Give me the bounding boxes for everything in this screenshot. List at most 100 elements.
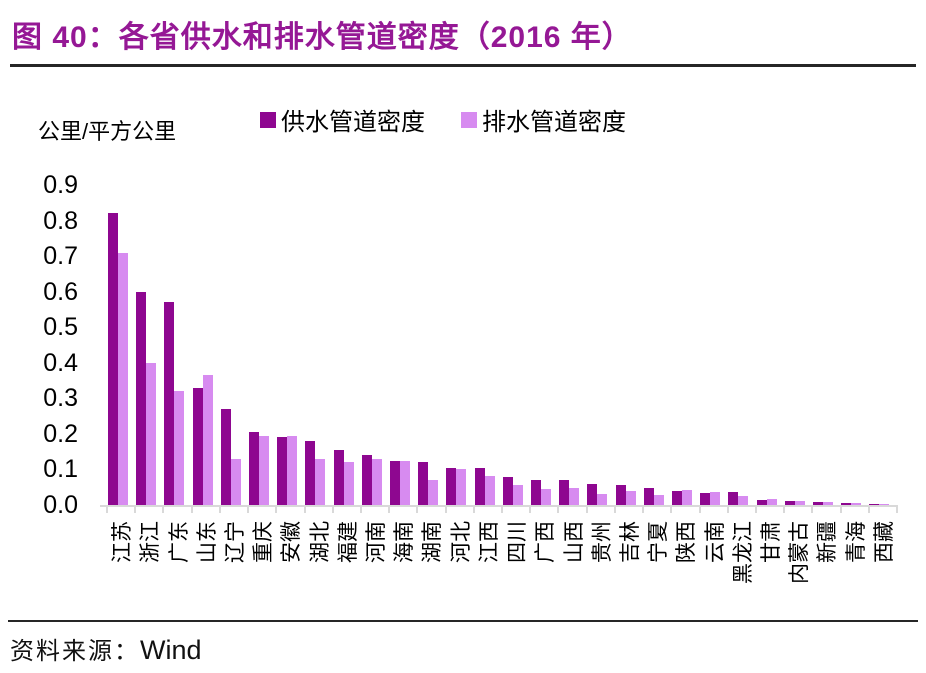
drain-bar (512, 485, 523, 505)
drain-bar (428, 480, 439, 505)
drain-bar (315, 458, 326, 505)
x-axis-tick (670, 505, 673, 513)
x-axis-label: 江西 (477, 521, 501, 563)
supply-bar (418, 462, 429, 505)
bar-group (417, 185, 445, 505)
x-axis-tick (754, 505, 757, 513)
supply-bar (587, 483, 598, 505)
bar-chart: 0.9 0.8 0.7 0.6 0.5 0.4 0.3 0.2 0.1 0.0 江苏 浙江 广东 山东辽… (0, 171, 926, 625)
x-axis-tick (106, 505, 108, 513)
bar-group (135, 185, 163, 505)
x-axis-tick (303, 505, 306, 513)
bar-group (727, 185, 755, 505)
x-axis-label: 新疆 (816, 521, 840, 563)
x-axis-tick (585, 505, 588, 513)
chart-legend: 供水管道密度 排水管道密度 (260, 102, 626, 137)
x-axis-tick (247, 505, 250, 513)
x-axis-label: 山东 (195, 521, 219, 563)
supply-bar (361, 455, 372, 505)
drain-bar (259, 435, 270, 505)
y-tick-label: 0.9 (43, 171, 78, 199)
bar-group (502, 185, 530, 505)
x-axis-tick (416, 505, 419, 513)
x-axis-tick (134, 505, 137, 513)
x-axis-tick (472, 505, 475, 513)
x-axis-label: 湖南 (421, 521, 445, 563)
bar-group (248, 185, 276, 505)
supply-bar (108, 213, 118, 505)
source-divider (8, 620, 918, 622)
supply-bar (700, 492, 711, 505)
supply-bar (446, 467, 457, 505)
supply-bar (531, 480, 542, 505)
drain-bar (738, 496, 749, 505)
x-axis-tick (613, 505, 616, 513)
supply-bar (559, 480, 570, 505)
legend-item-supply: 供水管道密度 (260, 102, 425, 137)
x-axis-tick (331, 505, 334, 513)
drain-bar (146, 362, 157, 505)
y-tick-label: 0.1 (43, 455, 78, 484)
x-axis-label: 山西 (562, 521, 586, 563)
x-axis-label: 海南 (393, 521, 417, 563)
x-axis-labels: 江苏 浙江 广东 山东 辽宁 重庆 安徽 湖北 福建 河南 海南 湖南 河北 江西 四川 广西 山西 贵州 吉林 宁夏… (107, 507, 897, 625)
x-axis-tick (388, 505, 391, 513)
drain-bar (794, 500, 805, 505)
legend-swatch-supply-icon (260, 111, 276, 128)
bar-group (333, 185, 361, 505)
supply-bar (220, 409, 231, 505)
x-axis-label: 江苏 (111, 521, 135, 563)
x-axis-label: 云南 (703, 521, 727, 563)
legend-label-drain: 排水管道密度 (482, 109, 626, 136)
drain-bar (625, 490, 636, 505)
x-axis-tick (218, 505, 221, 513)
bar-group (445, 185, 473, 505)
legend-item-drain: 排水管道密度 (461, 102, 626, 137)
drain-bar (653, 495, 664, 505)
x-axis-label: 贵州 (590, 521, 614, 563)
x-axis-label: 青海 (844, 521, 868, 563)
x-axis-label: 广西 (534, 521, 558, 563)
supply-bar (474, 467, 485, 505)
drain-bar (710, 492, 721, 505)
x-axis-tick (783, 505, 786, 513)
legend-label-supply: 供水管道密度 (281, 109, 425, 136)
bar-group (220, 185, 248, 505)
bar-group (361, 185, 389, 505)
supply-bar (784, 501, 795, 505)
drain-bar (287, 435, 298, 505)
x-axis-label: 吉林 (618, 521, 642, 563)
x-axis-tick (529, 505, 532, 513)
x-axis-line (100, 505, 897, 507)
y-tick-label: 0.4 (43, 348, 78, 377)
supply-bar (277, 437, 288, 505)
y-tick-label: 0.6 (43, 277, 78, 306)
supply-bar (164, 302, 175, 505)
drain-bar (569, 487, 580, 505)
y-tick-label: 0.2 (43, 419, 78, 448)
bar-group (389, 185, 417, 505)
x-axis-label: 辽宁 (223, 521, 247, 563)
x-axis-label: 湖北 (308, 521, 332, 563)
bar-group (163, 185, 191, 505)
drain-bar (597, 494, 608, 505)
y-tick-label: 0.5 (43, 313, 78, 342)
bar-group (756, 185, 784, 505)
x-axis-tick (501, 505, 503, 513)
drain-bar (371, 458, 382, 505)
bar-group (192, 185, 220, 505)
x-axis-label: 西藏 (872, 521, 896, 563)
x-axis-tick (698, 505, 701, 513)
supply-bar (192, 387, 203, 505)
x-axis-tick (811, 505, 814, 513)
x-axis-tick (726, 505, 729, 513)
bar-group (615, 185, 643, 505)
x-axis-tick (190, 505, 193, 513)
drain-bar (766, 499, 777, 505)
legend-swatch-drain-icon (461, 111, 477, 128)
drain-bar (682, 490, 693, 505)
bar-group (530, 185, 558, 505)
bar-group (868, 185, 896, 505)
bar-group (812, 185, 840, 505)
